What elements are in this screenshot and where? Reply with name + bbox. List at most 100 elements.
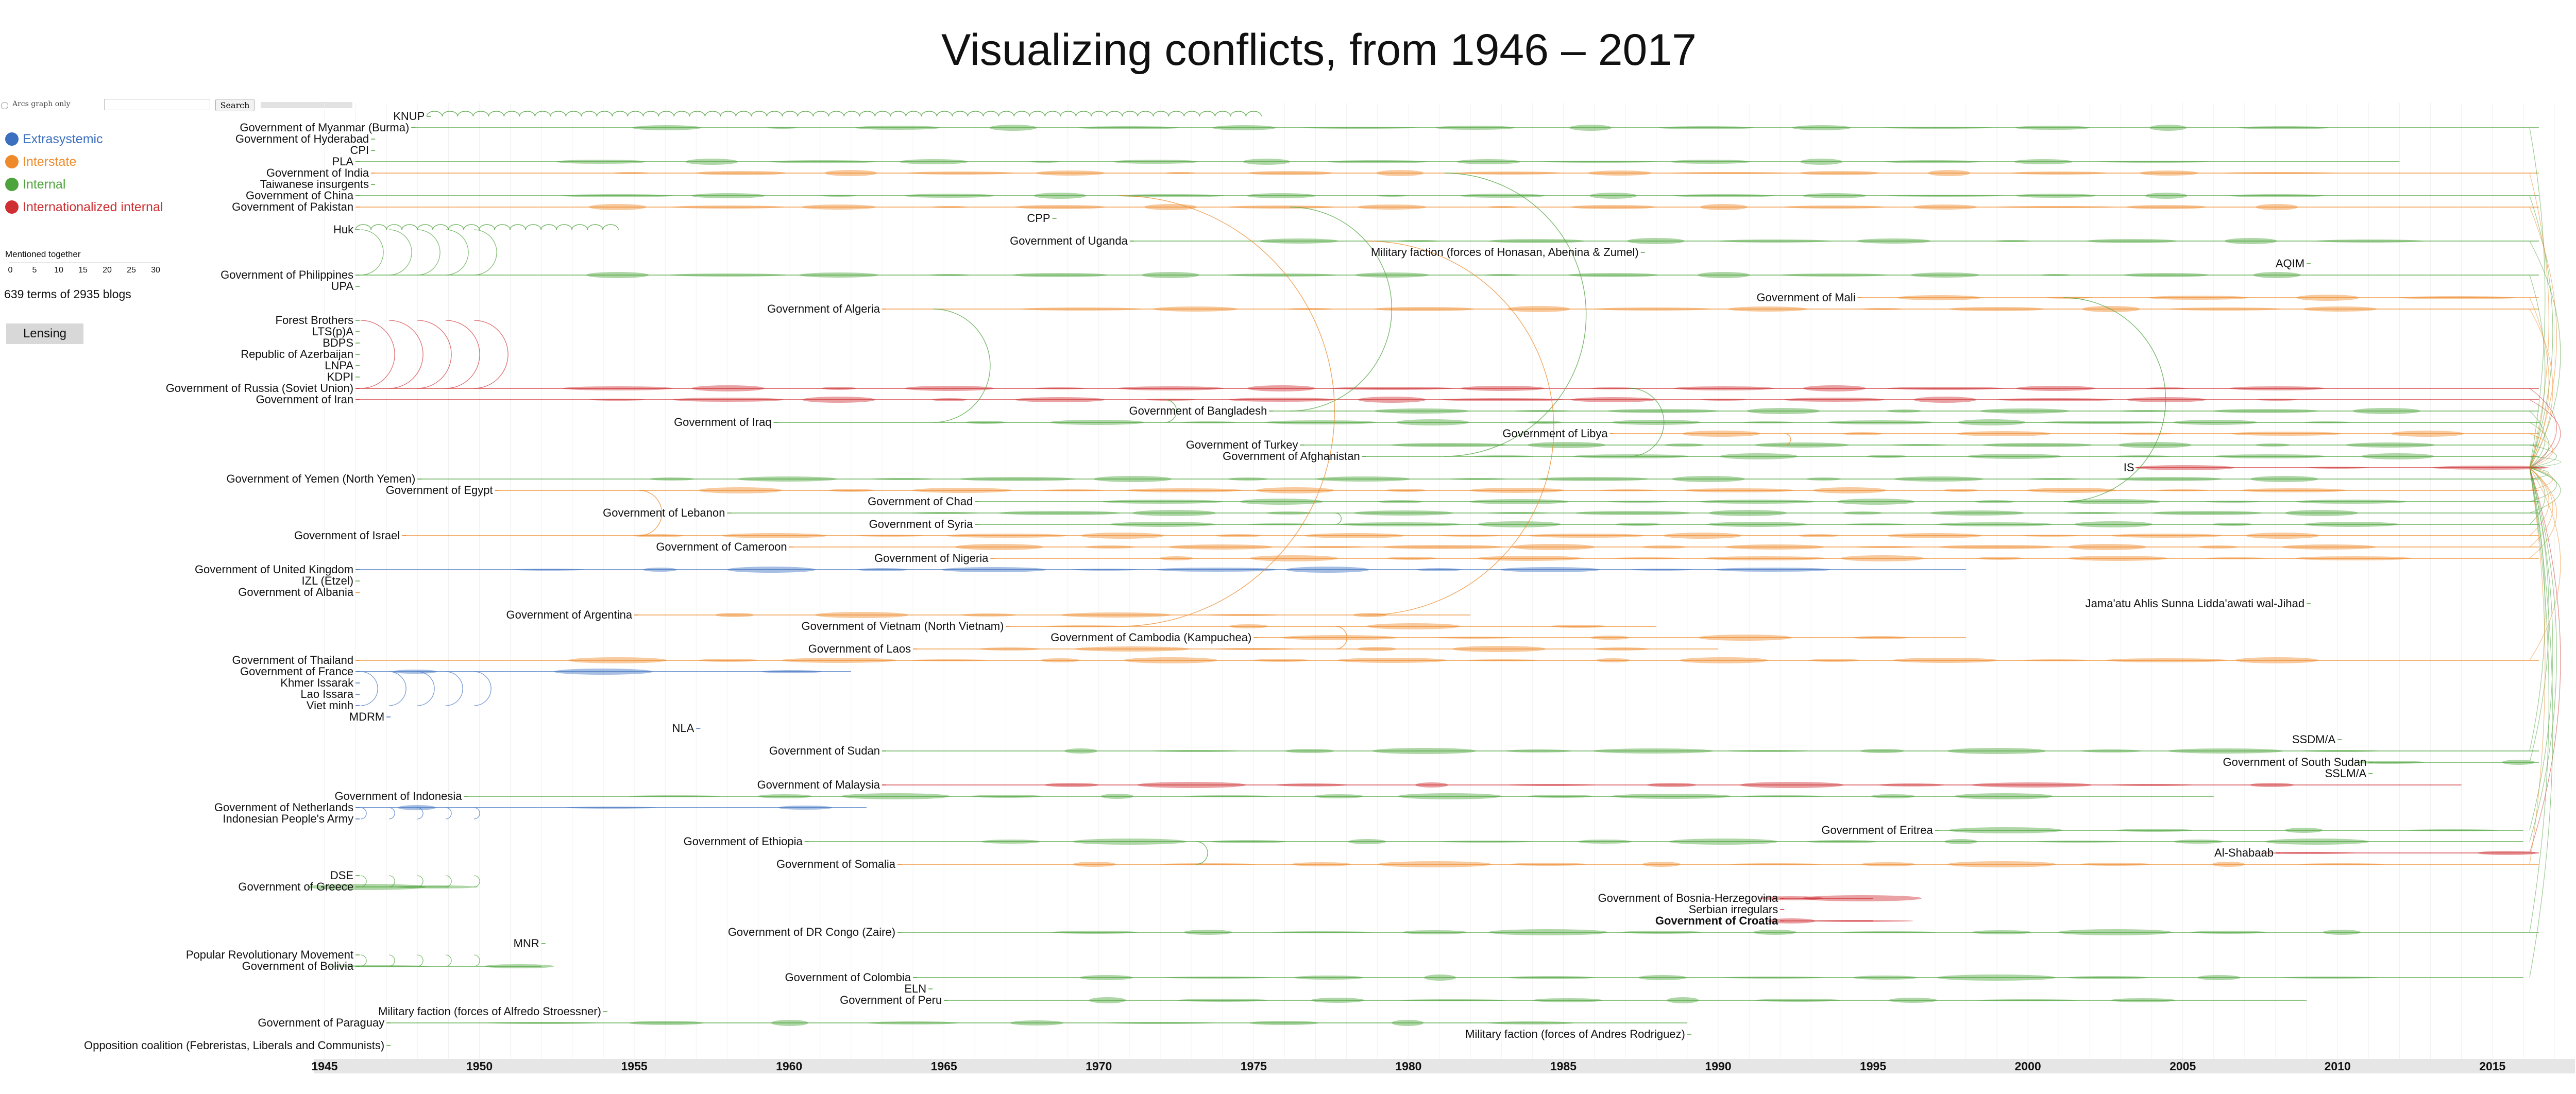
relationship-arc: [446, 875, 452, 887]
intensity-blob: [1488, 929, 1608, 935]
relation-arc: [612, 111, 629, 117]
intensity-blob: [899, 159, 969, 164]
intensity-blob: [1259, 238, 1339, 244]
intensity-blob: [1842, 511, 1883, 515]
intensity-blob: [1897, 295, 1982, 300]
actor-label: NLA: [672, 722, 694, 734]
intensity-blob: [1040, 658, 1080, 662]
intensity-blob: [1739, 782, 1844, 788]
intensity-blob: [643, 568, 677, 572]
intensity-blob: [1657, 126, 1755, 129]
relation-arc: [1137, 111, 1154, 117]
x-axis: [314, 1059, 2575, 1073]
intensity-blob: [307, 884, 427, 890]
actor-label: Government of DR Congo (Zaire): [728, 926, 895, 938]
intensity-blob: [1033, 193, 1087, 199]
search-button[interactable]: Search: [215, 99, 255, 111]
intensity-blob: [1532, 998, 1603, 1002]
actor-label: MDRM: [349, 710, 384, 723]
intensity-blob: [955, 544, 1044, 550]
actor-label: Government of Greece: [238, 880, 353, 893]
relationship-arc: [389, 807, 395, 819]
relationship-arc: [474, 954, 480, 967]
relation-arc: [370, 224, 387, 230]
intensity-blob: [691, 193, 766, 198]
intensity-blob: [2255, 443, 2290, 447]
actor-label: Al-Shabaab: [2214, 846, 2274, 859]
intensity-blob: [1176, 999, 1268, 1002]
intensity-blob: [1077, 126, 1180, 129]
intensity-blob: [1348, 839, 1386, 844]
x-tick-label: 1960: [776, 1059, 802, 1073]
fan-arc: [2529, 467, 2553, 831]
intensity-blob: [2080, 749, 2142, 753]
intensity-blob: [1809, 659, 1860, 662]
relation-arc: [952, 111, 969, 117]
intensity-blob: [1281, 635, 1397, 640]
intensity-blob: [2250, 476, 2318, 482]
arcs-only-checkbox[interactable]: [1, 102, 8, 109]
intensity-blob: [931, 206, 968, 208]
x-tick-label: 1975: [1241, 1059, 1267, 1073]
relation-arc: [1029, 111, 1046, 117]
intensity-blob: [1184, 795, 1272, 797]
intensity-blob: [1971, 782, 2092, 788]
search-input[interactable]: [104, 99, 210, 110]
legend-item-internationalized-internal[interactable]: Internationalized internal: [5, 196, 163, 218]
intensity-blob: [1326, 160, 1429, 163]
intensity-blob: [2063, 512, 2121, 514]
legend-item-extrasystemic[interactable]: Extrasystemic: [5, 128, 163, 150]
fan-arc: [2529, 127, 2546, 468]
legend-item-internal[interactable]: Internal: [5, 173, 163, 196]
actor-label: LNPA: [325, 359, 353, 372]
relation-arc: [843, 111, 860, 117]
actor-label: SSDM/A: [2292, 733, 2336, 746]
relation-arc: [494, 224, 511, 230]
intensity-blob: [2284, 510, 2358, 516]
actor-label: Government of Algeria: [767, 302, 880, 315]
intensity-blob: [1722, 977, 1825, 979]
intensity-blob: [959, 477, 1076, 481]
x-tick-label: 1980: [1395, 1059, 1421, 1073]
relation-arc: [1183, 111, 1200, 117]
lensing-button[interactable]: Lensing: [6, 323, 83, 344]
actor-label: PLA: [332, 155, 354, 168]
mentioned-tick: 30: [151, 266, 160, 275]
actor-label: CPP: [1027, 212, 1050, 225]
intensity-blob: [1594, 647, 1650, 651]
intensity-blob: [2222, 172, 2336, 174]
intensity-blob: [1354, 272, 1429, 278]
legend-item-interstate[interactable]: Interstate: [5, 150, 163, 173]
intensity-blob: [1093, 476, 1172, 482]
relation-arc: [859, 111, 876, 117]
intensity-blob: [1034, 387, 1086, 389]
intensity-blob: [2110, 784, 2193, 786]
intensity-blob: [1641, 545, 1687, 549]
intensity-blob: [672, 398, 784, 402]
actor-label: Government of Bosnia-Herzegovina: [1598, 892, 1778, 904]
intensity-blob: [396, 885, 478, 888]
intensity-blob: [629, 1021, 704, 1025]
intensity-blob: [1180, 421, 1238, 423]
intensity-blob: [2147, 296, 2249, 300]
intensity-blob: [1269, 931, 1373, 933]
actor-label: Military faction (forces of Honasan, Abe…: [1371, 246, 1639, 259]
intensity-blob: [1249, 1021, 1319, 1025]
intensity-blob: [2212, 862, 2245, 867]
intensity-blob: [1596, 658, 1631, 662]
relationship-arc: [1630, 388, 1665, 457]
relationship-arc: [446, 954, 452, 967]
intensity-blob: [1929, 510, 2025, 516]
intensity-blob: [1886, 195, 2005, 197]
intensity-blob: [802, 204, 876, 210]
intensity-blob: [1836, 499, 1915, 505]
relationship-arc: [1335, 626, 1348, 649]
actor-label: Government of Turkey: [1186, 438, 1298, 451]
actor-label: Government of Paraguay: [258, 1016, 384, 1029]
intensity-blob: [1698, 635, 1792, 641]
relation-arc: [689, 111, 706, 117]
intensity-blob: [1570, 205, 1656, 209]
intensity-blob: [1664, 443, 1704, 447]
fan-arc: [2529, 173, 2549, 468]
